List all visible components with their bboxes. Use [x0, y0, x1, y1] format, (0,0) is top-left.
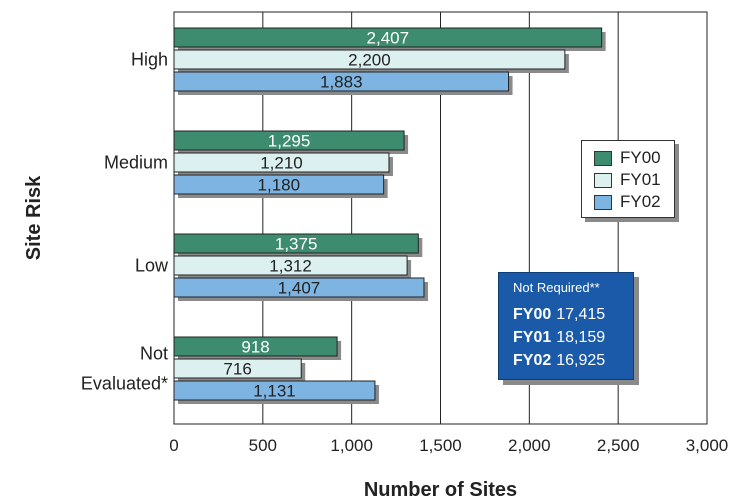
bar-fy01-medium [173, 152, 390, 173]
x-tick-label: 500 [249, 436, 277, 455]
legend-swatch-fy01 [594, 172, 612, 188]
data-label: 918 [241, 338, 269, 357]
data-label: 1,210 [260, 154, 303, 173]
data-label: 716 [223, 360, 251, 379]
bar-fy01-low [173, 255, 408, 276]
annotation-year: FY01 [513, 329, 552, 346]
legend-label-fy00: FY00 [620, 148, 661, 167]
legend-label-fy02: FY02 [620, 192, 661, 211]
legend-swatch-fy02 [594, 194, 612, 210]
annotation-row-fy02: FY02 16,925 [513, 352, 605, 370]
not-required-annotation: Not Required** FY00 17,415 FY01 18,159 FY0… [498, 272, 634, 380]
bar-fy02-low [173, 277, 425, 298]
category-label: Low [135, 256, 169, 276]
data-label: 1,312 [269, 257, 312, 276]
bar-fy02-high [173, 71, 510, 92]
x-tick-label: 2,500 [597, 436, 640, 455]
x-tick-label: 1,500 [419, 436, 462, 455]
data-label: 1,295 [268, 132, 311, 151]
data-label: 2,407 [367, 29, 410, 48]
category-label: Medium [104, 153, 168, 173]
bar-fy00-low [173, 233, 419, 254]
y-axis-title: Site Risk [23, 175, 45, 260]
data-label: 1,131 [253, 382, 296, 401]
category-label: Not Evaluated* [81, 344, 168, 394]
category-label: High [131, 50, 168, 70]
annotation-value: 16,925 [556, 352, 606, 369]
data-label: 2,200 [348, 51, 391, 70]
bar-fy02-not-evaluated [173, 380, 376, 401]
annotation-value: 17,415 [556, 306, 606, 323]
annotation-title: Not Required** [513, 280, 600, 295]
annotation-value: 18,159 [556, 329, 606, 346]
bar-fy02-medium [173, 174, 385, 195]
data-label: 1,407 [278, 279, 321, 298]
bar-fy00-not-evaluated [173, 336, 338, 357]
bar-fy00-medium [173, 130, 405, 151]
annotation-row-fy01: FY01 18,159 [513, 329, 605, 347]
legend-item-fy00: FY00 [594, 147, 661, 169]
x-tick-label: 0 [169, 436, 178, 455]
data-label: 1,180 [258, 176, 301, 195]
x-tick-label: 3,000 [686, 436, 729, 455]
data-label: 1,883 [320, 73, 363, 92]
legend-label-fy01: FY01 [620, 170, 661, 189]
x-tick-label: 1,000 [330, 436, 373, 455]
x-axis-title: Number of Sites [364, 479, 517, 501]
annotation-year: FY02 [513, 352, 552, 369]
annotation-row-fy00: FY00 17,415 [513, 306, 605, 324]
legend-swatch-fy00 [594, 150, 612, 166]
bar-fy00-high [173, 27, 603, 48]
legend-item-fy02: FY02 [594, 191, 661, 213]
data-label: 1,375 [275, 235, 318, 254]
bar-fy01-not-evaluated [173, 358, 302, 379]
chart-legend: FY00 FY01 FY02 [581, 140, 675, 218]
bar-fy01-high [173, 49, 566, 70]
x-tick-label: 2,000 [508, 436, 551, 455]
annotation-year: FY00 [513, 306, 552, 323]
legend-item-fy01: FY01 [594, 169, 661, 191]
